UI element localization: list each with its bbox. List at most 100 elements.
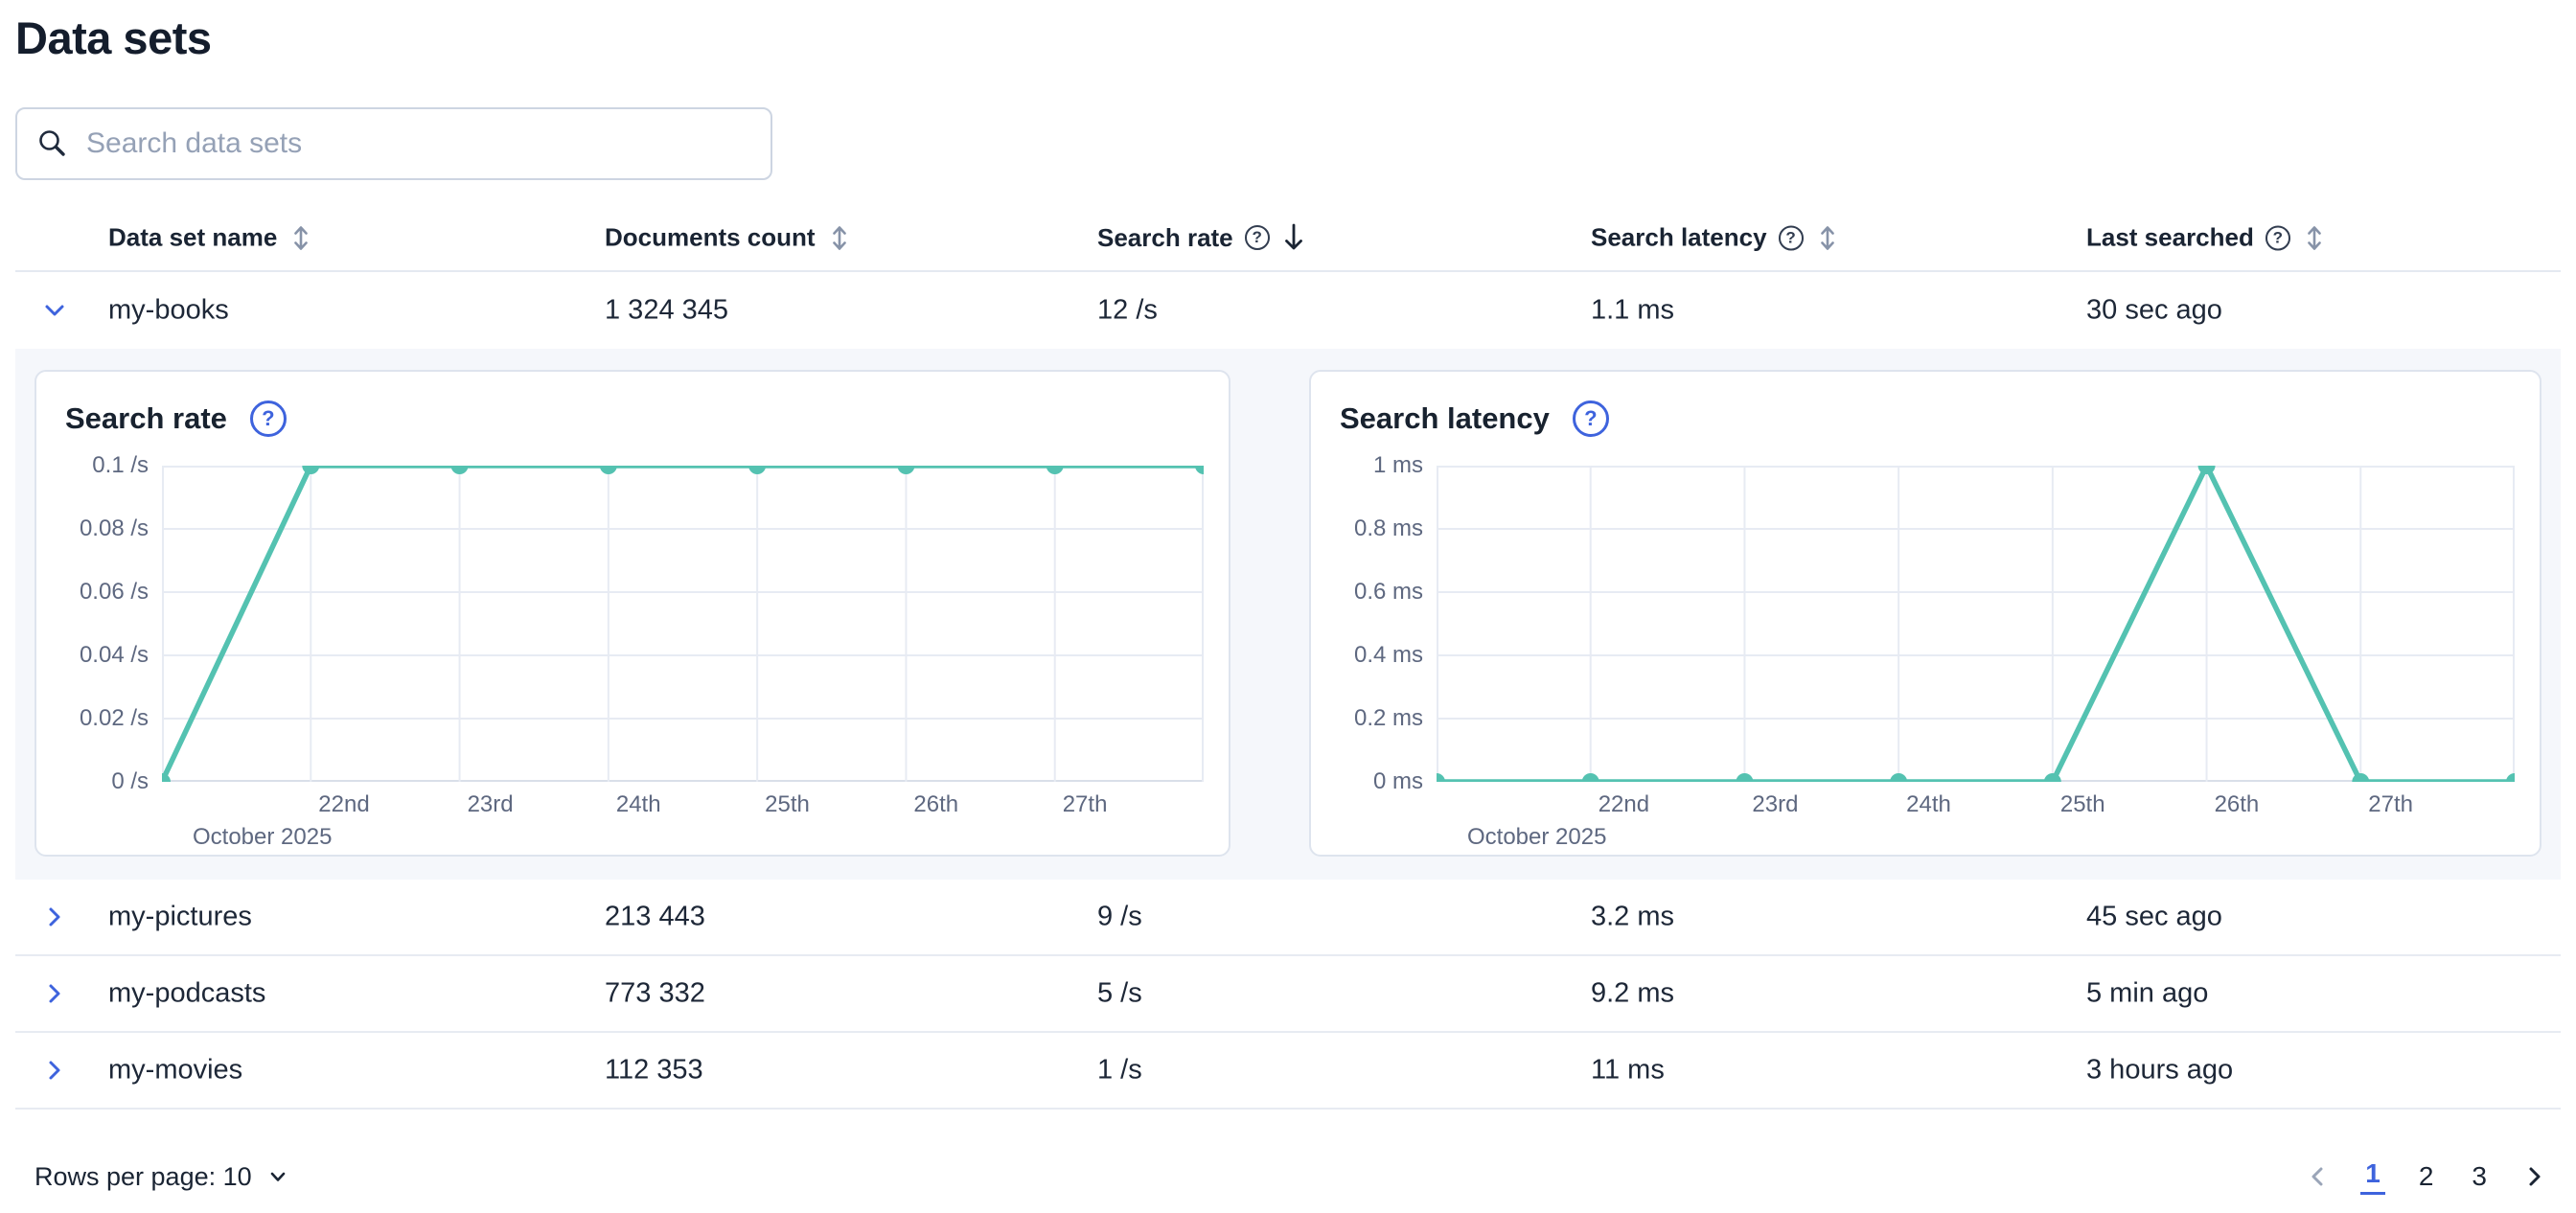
x-axis-tick-label: 24th — [615, 791, 661, 817]
search-latency-value: 9.2 ms — [1591, 977, 1675, 1009]
chart-title: Search rate — [65, 401, 227, 435]
x-axis-caption: October 2025 — [1467, 824, 1607, 850]
page-title: Data sets — [15, 12, 212, 63]
y-axis-tick-label: 0.08 /s — [79, 515, 149, 541]
table-footer: Rows per page: 10 1 2 3 — [0, 1146, 2576, 1207]
y-axis-tick-label: 0.04 /s — [79, 642, 149, 668]
documents-count: 1 324 345 — [605, 294, 729, 326]
help-icon[interactable]: ? — [2265, 225, 2290, 250]
help-icon[interactable]: ? — [1572, 401, 1609, 437]
previous-page-button[interactable] — [2303, 1160, 2332, 1193]
sort-icon[interactable] — [2302, 223, 2327, 252]
pagination: 1 2 3 — [2303, 1158, 2549, 1195]
expand-row-button[interactable] — [38, 1054, 71, 1087]
search-box[interactable] — [15, 107, 772, 180]
rows-per-page-label: Rows per page: 10 — [34, 1161, 252, 1191]
x-axis-caption: October 2025 — [193, 824, 333, 850]
search-rate-panel: Search rate ? 0.1 /s 0.08 /s 0.06 /s 0.04 /… — [34, 370, 1230, 857]
y-axis-tick-label: 0 ms — [1372, 768, 1423, 794]
chevron-right-icon — [49, 984, 60, 1003]
x-axis-tick-label: 27th — [2368, 791, 2413, 817]
column-header-documents-count[interactable]: Documents count — [605, 223, 852, 253]
sort-icon[interactable] — [1815, 223, 1840, 252]
page-number-2[interactable]: 2 — [2418, 1161, 2434, 1191]
search-rate-value: 9 /s — [1097, 901, 1142, 932]
search-rate-value: 1 /s — [1097, 1054, 1142, 1086]
x-axis-tick-label: 22nd — [1598, 791, 1650, 817]
datasets-table: Data set name Documents count Search rat… — [15, 205, 2561, 1110]
search-latency-panel: Search latency ? 1 ms 0.8 ms 0.6 ms 0.4 ms 0… — [1309, 370, 2542, 857]
data-set-name: my-podcasts — [108, 977, 266, 1009]
search-latency-value: 1.1 ms — [1591, 294, 1675, 326]
column-label: Last searched — [2086, 222, 2254, 252]
last-searched-value: 30 sec ago — [2086, 294, 2222, 326]
table-row: my-books 1 324 345 12 /s 1.1 ms 30 sec a… — [15, 272, 2561, 349]
y-axis-tick-label: 0.1 /s — [92, 452, 149, 478]
y-axis-tick-label: 0.2 ms — [1353, 705, 1423, 731]
y-axis-tick-label: 1 ms — [1372, 452, 1423, 478]
search-icon — [36, 127, 69, 160]
search-latency-value: 3.2 ms — [1591, 901, 1675, 932]
documents-count: 773 332 — [605, 977, 705, 1009]
x-axis-tick-label: 25th — [765, 791, 810, 817]
help-icon[interactable]: ? — [249, 401, 287, 437]
x-axis-tick-label: 25th — [2059, 791, 2105, 817]
sort-icon[interactable] — [827, 223, 852, 252]
column-label: Documents count — [605, 222, 816, 252]
column-header-search-rate[interactable]: Search rate ? — [1097, 222, 1306, 253]
search-rate-value: 12 /s — [1097, 294, 1158, 326]
documents-count: 213 443 — [605, 901, 705, 932]
x-axis-tick-label: 26th — [2214, 791, 2260, 817]
chevron-right-icon — [49, 907, 60, 927]
chevron-down-icon — [45, 305, 64, 316]
search-latency-value: 11 ms — [1591, 1054, 1665, 1086]
table-row: my-pictures 213 443 9 /s 3.2 ms 45 sec a… — [15, 880, 2561, 956]
help-icon[interactable]: ? — [1244, 225, 1270, 250]
table-row: my-podcasts 773 332 5 /s 9.2 ms 5 min ag… — [15, 956, 2561, 1033]
column-header-data-set-name[interactable]: Data set name — [108, 223, 313, 253]
table-header-row: Data set name Documents count Search rat… — [15, 205, 2561, 272]
next-page-button[interactable] — [2520, 1160, 2549, 1193]
y-axis-tick-label: 0.6 ms — [1353, 579, 1423, 605]
column-header-search-latency[interactable]: Search latency ? — [1591, 223, 1840, 253]
y-axis-tick-label: 0 /s — [111, 768, 149, 794]
chevron-right-icon — [2529, 1167, 2541, 1186]
chart-title: Search latency — [1340, 401, 1550, 435]
rows-per-page-button[interactable]: Rows per page: 10 — [34, 1162, 290, 1192]
sort-icon[interactable] — [288, 223, 313, 252]
x-axis-tick-label: 23rd — [1752, 791, 1799, 817]
data-set-name: my-books — [108, 294, 229, 326]
search-input[interactable] — [86, 127, 751, 160]
collapse-row-button[interactable] — [38, 294, 71, 327]
page-number-3[interactable]: 3 — [2472, 1161, 2487, 1191]
expand-row-button[interactable] — [38, 977, 71, 1010]
x-axis-tick-label: 26th — [913, 791, 959, 817]
sort-desc-icon[interactable] — [1281, 222, 1306, 253]
y-axis-tick-label: 0.02 /s — [79, 705, 149, 731]
expand-row-button[interactable] — [38, 901, 71, 933]
chevron-down-icon — [270, 1172, 285, 1181]
documents-count: 112 353 — [605, 1054, 703, 1086]
chevron-right-icon — [49, 1061, 60, 1080]
x-axis-tick-label: 23rd — [467, 791, 514, 817]
search-latency-chart — [1428, 457, 2523, 790]
search-rate-value: 5 /s — [1097, 977, 1142, 1009]
data-set-name: my-movies — [108, 1054, 243, 1086]
x-axis-tick-label: 22nd — [318, 791, 370, 817]
table-row: my-movies 112 353 1 /s 11 ms 3 hours ago — [15, 1033, 2561, 1110]
y-axis-tick-label: 0.8 ms — [1353, 515, 1423, 541]
x-axis-tick-label: 24th — [1906, 791, 1951, 817]
data-set-name: my-pictures — [108, 901, 252, 932]
column-label: Data set name — [108, 222, 278, 252]
page-number-1[interactable]: 1 — [2360, 1158, 2385, 1195]
x-axis-tick-label: 27th — [1062, 791, 1108, 817]
expanded-row-details: Search rate ? 0.1 /s 0.08 /s 0.06 /s 0.04 /… — [15, 349, 2561, 880]
help-icon[interactable]: ? — [1778, 225, 1804, 250]
search-rate-chart — [153, 457, 1212, 790]
last-searched-value: 45 sec ago — [2086, 901, 2222, 932]
column-header-last-searched[interactable]: Last searched ? — [2086, 223, 2327, 253]
column-label: Search latency — [1591, 222, 1767, 252]
y-axis-tick-label: 0.4 ms — [1353, 642, 1423, 668]
chevron-left-icon — [2312, 1167, 2323, 1186]
